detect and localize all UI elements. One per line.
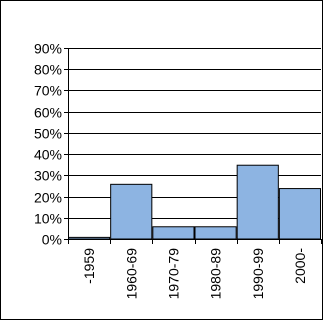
bar-1959	[68, 236, 111, 240]
bar-1970-79	[152, 226, 195, 240]
y-tick-label: 0%	[42, 232, 62, 248]
x-tick-label: 1980-89	[208, 248, 224, 300]
gridlines	[68, 48, 321, 219]
x-tick-label: -1959	[81, 248, 97, 284]
x-tick-label: 1990-99	[250, 248, 266, 300]
y-tick-label: 10%	[34, 211, 62, 227]
y-tick-label: 80%	[34, 62, 62, 78]
y-tick-label: 50%	[34, 126, 62, 142]
y-tick-label: 40%	[34, 147, 62, 163]
y-tick-label: 90%	[34, 41, 62, 57]
x-tick-label: 1960-69	[123, 248, 139, 300]
y-tick-label: 60%	[34, 105, 62, 121]
y-tick-label: 30%	[34, 168, 62, 184]
x-tick-labels: -1959 1960-69 1970-79 1980-89 1990-99 2000-	[81, 248, 308, 300]
bars	[68, 164, 322, 240]
bar-1990-99	[236, 164, 279, 240]
bar-1960-69	[110, 183, 153, 240]
bar-2000	[278, 188, 322, 240]
x-tick-label: 1970-79	[165, 248, 181, 300]
y-tick-labels: 0% 10% 20% 30% 40% 50% 60% 70% 80% 90%	[34, 41, 62, 248]
bar-1980-89	[194, 226, 237, 240]
axes	[64, 48, 322, 244]
y-tick-label: 70%	[34, 83, 62, 99]
y-tick-label: 20%	[34, 190, 62, 206]
x-tick-label: 2000-	[292, 248, 308, 284]
